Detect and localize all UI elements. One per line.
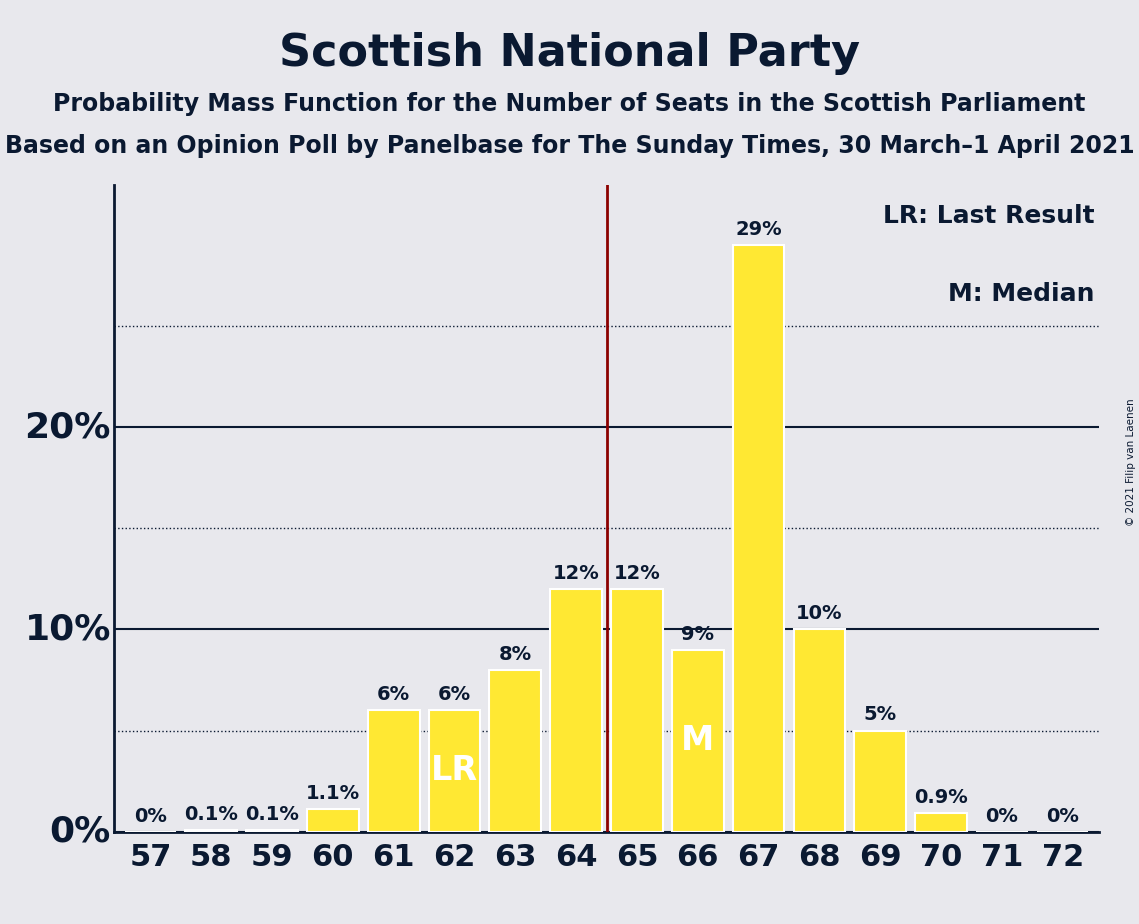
Text: 6%: 6% (437, 686, 472, 704)
Text: Scottish National Party: Scottish National Party (279, 32, 860, 76)
Text: 0.9%: 0.9% (915, 788, 968, 808)
Text: 0%: 0% (50, 815, 110, 848)
Bar (854, 731, 906, 832)
Text: M: M (681, 724, 714, 757)
Text: 0%: 0% (1047, 807, 1079, 825)
Text: 0%: 0% (134, 807, 166, 825)
Text: 10%: 10% (796, 604, 843, 624)
Bar (428, 711, 481, 832)
Bar (550, 590, 601, 832)
Text: 20%: 20% (24, 410, 110, 444)
Text: 0%: 0% (985, 807, 1018, 825)
Bar (612, 590, 663, 832)
Text: Based on an Opinion Poll by Panelbase for The Sunday Times, 30 March–1 April 202: Based on an Opinion Poll by Panelbase fo… (5, 134, 1134, 158)
Bar (672, 650, 723, 832)
Text: 8%: 8% (499, 645, 532, 663)
Text: 0.1%: 0.1% (245, 805, 298, 823)
Text: M: Median: M: Median (948, 282, 1095, 306)
Bar (308, 809, 359, 832)
Text: 9%: 9% (681, 625, 714, 644)
Text: Probability Mass Function for the Number of Seats in the Scottish Parliament: Probability Mass Function for the Number… (54, 92, 1085, 116)
Text: 29%: 29% (736, 220, 781, 239)
Bar (490, 670, 541, 832)
Text: 12%: 12% (614, 564, 661, 583)
Text: 10%: 10% (24, 613, 110, 647)
Text: 1.1%: 1.1% (305, 784, 360, 803)
Bar (246, 830, 298, 832)
Text: 12%: 12% (552, 564, 599, 583)
Bar (732, 246, 785, 832)
Text: 0.1%: 0.1% (185, 805, 238, 823)
Bar (794, 629, 845, 832)
Text: LR: Last Result: LR: Last Result (883, 204, 1095, 228)
Bar (368, 711, 419, 832)
Text: 6%: 6% (377, 686, 410, 704)
Bar (186, 830, 237, 832)
Bar (915, 813, 967, 832)
Text: © 2021 Filip van Laenen: © 2021 Filip van Laenen (1126, 398, 1136, 526)
Text: 5%: 5% (863, 705, 896, 724)
Text: LR: LR (431, 755, 478, 787)
